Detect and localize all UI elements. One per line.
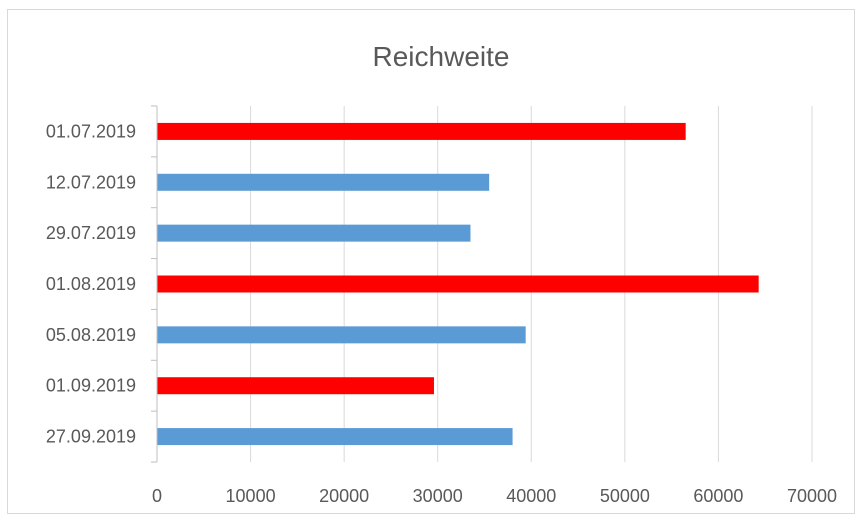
y-tick-label: 27.09.2019	[46, 427, 136, 447]
y-tick-label: 12.07.2019	[46, 172, 136, 192]
x-tick-label: 40000	[506, 486, 556, 506]
bar	[157, 326, 526, 344]
bars	[157, 122, 759, 446]
bar	[157, 275, 759, 293]
y-tick-label: 01.08.2019	[46, 274, 136, 294]
x-tick-label: 60000	[693, 486, 743, 506]
x-tick-label: 30000	[413, 486, 463, 506]
bar	[157, 377, 434, 395]
category-axis: 01.07.2019 12.07.2019 29.07.2019 01.08.2019…	[46, 105, 158, 463]
x-tick-label: 20000	[319, 486, 369, 506]
x-tick-label: 50000	[600, 486, 650, 506]
x-tick-label: 70000	[787, 486, 837, 506]
bar	[157, 173, 490, 191]
x-tick-label: 0	[152, 486, 162, 506]
bar	[157, 122, 686, 140]
y-tick-label: 05.08.2019	[46, 325, 136, 345]
y-tick-label: 29.07.2019	[46, 223, 136, 243]
bar	[157, 428, 513, 446]
value-axis-labels: 0 10000 20000 30000 40000 50000 60000 70000	[152, 486, 837, 506]
x-tick-label: 10000	[226, 486, 276, 506]
y-tick-label: 01.09.2019	[46, 376, 136, 396]
bar	[157, 224, 471, 242]
chart-title: Reichweite	[373, 41, 510, 72]
y-tick-label: 01.07.2019	[46, 121, 136, 141]
